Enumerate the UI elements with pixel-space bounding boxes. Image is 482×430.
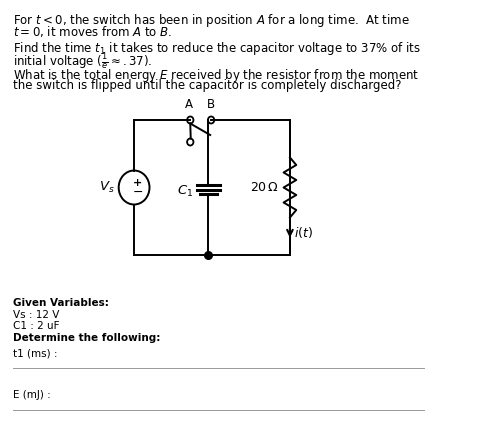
Text: the switch is flipped until the capacitor is completely discharged?: the switch is flipped until the capacito… bbox=[13, 79, 401, 92]
Text: E (mJ) :: E (mJ) : bbox=[13, 390, 51, 400]
Text: $C_1$: $C_1$ bbox=[177, 184, 193, 199]
Text: initial voltage ($\frac{1}{e} \approx .37$).: initial voltage ($\frac{1}{e} \approx .3… bbox=[13, 52, 152, 72]
Text: Vs : 12 V: Vs : 12 V bbox=[13, 310, 59, 320]
Text: $t = 0$, it moves from $A$ to $B$.: $t = 0$, it moves from $A$ to $B$. bbox=[13, 24, 172, 39]
Text: Find the time $t_1$ it takes to reduce the capacitor voltage to 37% of its: Find the time $t_1$ it takes to reduce t… bbox=[13, 40, 421, 57]
Text: What is the total energy $E$ received by the resistor from the moment: What is the total energy $E$ received by… bbox=[13, 67, 419, 84]
Text: B: B bbox=[207, 98, 215, 111]
Text: C1 : 2 uF: C1 : 2 uF bbox=[13, 321, 59, 331]
Text: +: + bbox=[133, 178, 142, 187]
Text: −: − bbox=[133, 186, 143, 199]
Text: $20\,\Omega$: $20\,\Omega$ bbox=[250, 181, 279, 194]
Text: t1 (ms) :: t1 (ms) : bbox=[13, 348, 57, 358]
Text: Given Variables:: Given Variables: bbox=[13, 298, 108, 308]
Text: Determine the following:: Determine the following: bbox=[13, 333, 160, 343]
Text: For $t < 0$, the switch has been in position $A$ for a long time.  At time: For $t < 0$, the switch has been in posi… bbox=[13, 12, 410, 29]
Text: $i(t)$: $i(t)$ bbox=[295, 225, 313, 240]
Text: A: A bbox=[186, 98, 193, 111]
Text: $V_s$: $V_s$ bbox=[99, 180, 115, 195]
